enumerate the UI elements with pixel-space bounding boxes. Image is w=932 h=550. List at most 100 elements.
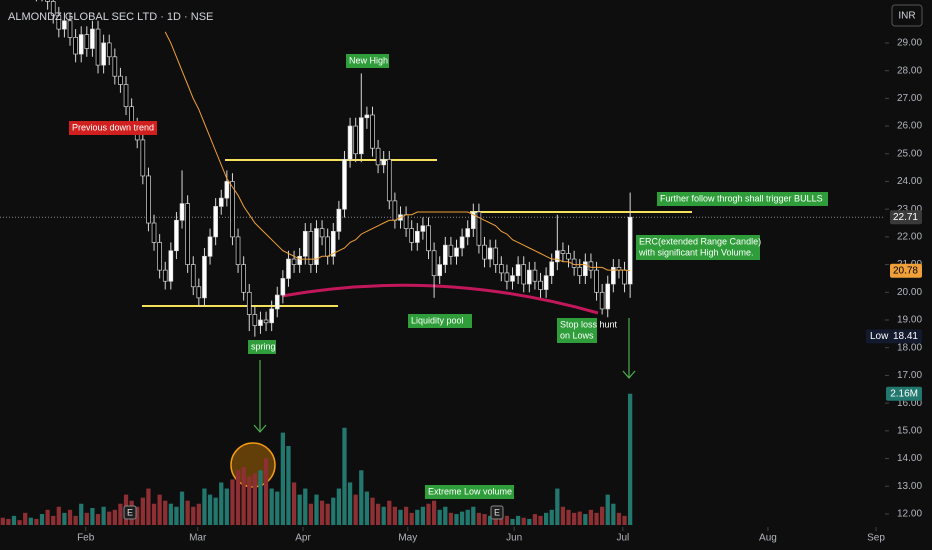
volume-bar xyxy=(566,509,571,525)
candle-body xyxy=(174,219,179,252)
annotation-box xyxy=(346,54,389,68)
candle-body xyxy=(157,242,162,271)
volume-bar xyxy=(487,515,493,525)
volume-bar xyxy=(605,494,610,525)
candle-body xyxy=(347,125,353,160)
ma-price-label: 20.78 xyxy=(893,265,918,276)
candle-body xyxy=(151,222,157,243)
volume-bar xyxy=(415,509,420,525)
x-tick-label: May xyxy=(398,533,417,544)
candle-body xyxy=(224,181,230,199)
currency-button[interactable] xyxy=(891,4,923,27)
volume-bar xyxy=(101,506,106,525)
volume-bar xyxy=(616,512,622,525)
volume-bar xyxy=(235,470,241,525)
candle-body xyxy=(414,230,420,243)
volume-bar xyxy=(314,494,319,525)
candle-body xyxy=(106,42,112,58)
volume-bar xyxy=(146,488,151,525)
y-tick-label: 22.00 xyxy=(897,232,922,243)
volume-bar xyxy=(0,517,5,525)
volume-bar xyxy=(426,503,431,525)
candle-body xyxy=(308,230,314,265)
y-tick-label: 20.00 xyxy=(897,287,922,298)
candle-body xyxy=(101,42,106,66)
currency-label[interactable]: INR xyxy=(898,11,915,22)
y-tick-label: 27.00 xyxy=(897,93,922,104)
volume-bar xyxy=(185,500,190,525)
volume-bar xyxy=(628,393,633,525)
volume-bar xyxy=(577,511,582,525)
annotation-box xyxy=(248,340,276,354)
volume-bar xyxy=(84,512,89,525)
candle-body xyxy=(302,230,308,257)
event-marker xyxy=(490,505,504,520)
annotation-text: spring xyxy=(251,341,276,351)
volume-bar xyxy=(504,515,510,525)
candle-body xyxy=(213,206,218,238)
volume-bar xyxy=(459,511,465,525)
volume-bar xyxy=(291,482,297,525)
candle-body xyxy=(297,255,302,265)
volume-bar xyxy=(347,482,353,525)
y-tick-label: 13.00 xyxy=(897,481,922,492)
candle-body xyxy=(426,225,431,252)
annotation-box xyxy=(657,192,828,206)
volume-bar xyxy=(515,515,521,525)
volume-bar xyxy=(95,514,101,525)
volume-bar xyxy=(297,494,302,525)
candle-body xyxy=(577,267,583,277)
low-marker-box xyxy=(866,329,922,344)
volume-bar xyxy=(45,509,50,525)
candle-body xyxy=(185,203,190,265)
candle-body xyxy=(448,244,454,257)
candle-body xyxy=(622,269,627,285)
volume-bar xyxy=(555,488,560,525)
candle-body xyxy=(549,261,555,277)
candle-body xyxy=(286,258,291,279)
volume-bar xyxy=(151,503,157,525)
candle-body xyxy=(499,264,504,274)
volume-bar xyxy=(611,503,616,525)
candle-body xyxy=(118,75,123,85)
candle-body xyxy=(336,208,342,232)
annotation-text: ERC(extended Range Candle) xyxy=(639,236,761,246)
candle-body xyxy=(314,228,319,265)
candle-body xyxy=(235,236,241,265)
candle-body xyxy=(62,20,67,30)
candle-body xyxy=(510,275,515,282)
candle-body xyxy=(140,139,146,177)
annotation-box xyxy=(425,485,514,499)
volume-bar xyxy=(594,512,599,525)
annotation-box xyxy=(636,235,760,260)
volume-bar xyxy=(191,506,196,525)
volume-bar xyxy=(269,488,274,525)
chart-title: ALMONDZ GLOBAL SEC LTD · 1D · NSE xyxy=(8,11,213,23)
volume-bar xyxy=(600,506,605,525)
candle-body xyxy=(465,228,471,238)
volume-bar xyxy=(370,497,375,525)
candle-body xyxy=(515,264,521,277)
candle-body xyxy=(319,228,325,238)
candle-body xyxy=(527,269,532,285)
volume-bar xyxy=(622,515,627,525)
volume-bar xyxy=(572,512,577,525)
candle-body xyxy=(67,20,73,38)
candle-body xyxy=(459,236,465,249)
annotation-text: Extreme Low volume xyxy=(428,486,512,496)
volume-bar xyxy=(79,503,84,525)
volume-bar xyxy=(364,491,370,525)
volume-bar xyxy=(247,476,252,525)
volume-bar xyxy=(39,514,45,525)
candle-body xyxy=(476,211,482,246)
volume-bar xyxy=(34,518,39,525)
volume-bar xyxy=(28,517,33,525)
candle-body xyxy=(409,228,415,243)
candle-body xyxy=(207,236,213,257)
y-tick-label: 29.00 xyxy=(897,38,922,49)
candle-body xyxy=(442,244,448,265)
volume-bar xyxy=(73,515,78,525)
low-marker-value: 18.41 xyxy=(893,331,918,342)
candle-body xyxy=(342,158,347,210)
candle-body xyxy=(274,294,280,310)
